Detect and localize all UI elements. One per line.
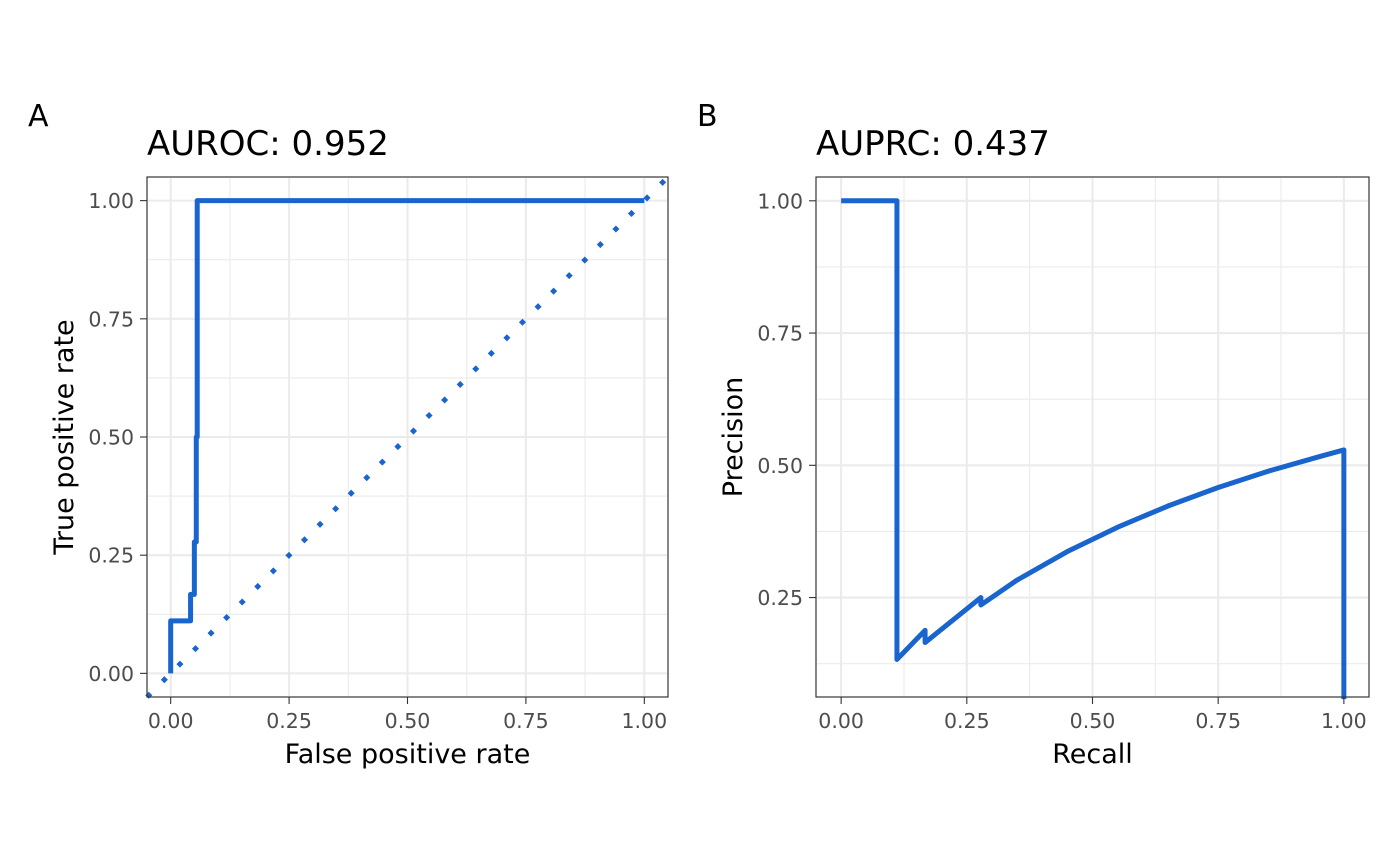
y-tick-label: 0.50	[88, 426, 134, 450]
panel-a-title: AUROC: 0.952	[147, 124, 389, 164]
y-tick-label: 0.50	[757, 454, 803, 478]
y-tick-label: 0.75	[757, 322, 803, 346]
roc-curve	[168, 198, 645, 674]
panel-b-x-axis-title: Recall	[1052, 739, 1133, 770]
x-tick-label: 1.00	[1321, 709, 1367, 733]
y-tick-label: 0.75	[88, 307, 134, 331]
panel-b: B AUPRC: 0.437 0.00 0.25 0.50 0.75 1.00 0.25…	[697, 99, 1370, 770]
x-tick-label: 0.75	[1195, 709, 1241, 733]
y-tick-label: 0.00	[88, 662, 134, 686]
panel-a-marks	[145, 175, 670, 699]
panel-b-y-ticks: 0.25 0.50 0.75 1.00	[757, 189, 816, 610]
panel-b-y-axis-title: Precision	[718, 377, 749, 497]
x-tick-label: 0.00	[818, 709, 864, 733]
panel-b-grid	[816, 177, 1369, 697]
y-tick-label: 1.00	[757, 189, 803, 213]
panel-b-tag: B	[697, 99, 718, 134]
panel-b-marks	[841, 198, 1347, 700]
panel-a-y-axis-title: True positive rate	[49, 319, 80, 555]
panel-a-tag: A	[28, 99, 49, 134]
y-tick-label: 0.25	[88, 544, 134, 568]
x-tick-label: 0.50	[385, 709, 431, 733]
panel-a: A AUROC: 0.952 0.00 0.25 0.50 0.75 1.00 0.00…	[28, 99, 670, 770]
panel-b-x-ticks: 0.00 0.25 0.50 0.75 1.00	[818, 697, 1367, 733]
y-tick-label: 1.00	[88, 189, 134, 213]
x-tick-label: 0.75	[503, 709, 549, 733]
panel-a-x-axis-title: False positive rate	[285, 739, 531, 770]
panel-b-title: AUPRC: 0.437	[816, 124, 1050, 164]
panel-a-y-ticks: 0.00 0.25 0.50 0.75 1.00	[88, 189, 147, 686]
x-tick-label: 1.00	[621, 709, 667, 733]
x-tick-label: 0.25	[266, 709, 312, 733]
x-tick-label: 0.50	[1070, 709, 1116, 733]
x-tick-label: 0.00	[148, 709, 194, 733]
y-tick-label: 0.25	[757, 586, 803, 610]
x-tick-label: 0.25	[944, 709, 990, 733]
pr-curve	[841, 198, 1347, 700]
panel-a-x-ticks: 0.00 0.25 0.50 0.75 1.00	[148, 697, 667, 733]
